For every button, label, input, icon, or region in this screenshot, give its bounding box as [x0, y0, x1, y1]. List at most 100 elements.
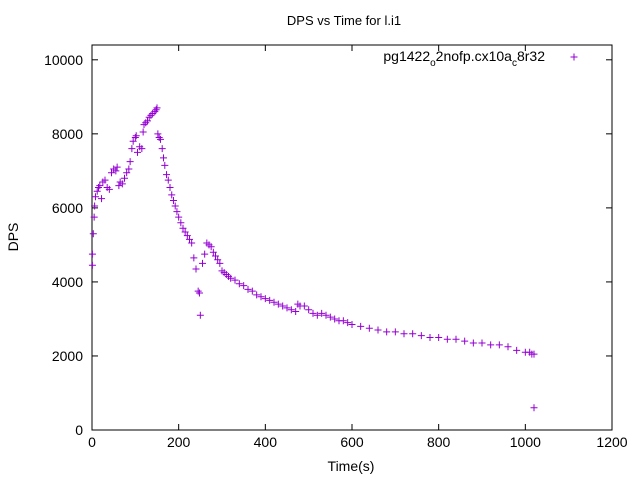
data-point [253, 291, 261, 299]
x-tick-label: 0 [88, 434, 96, 450]
data-point [126, 158, 134, 166]
y-tick-label: 4000 [52, 274, 83, 290]
data-point [164, 176, 172, 184]
data-point [91, 202, 99, 210]
data-point [300, 302, 308, 310]
data-point [322, 311, 330, 319]
data-point [166, 184, 174, 192]
data-point [140, 121, 148, 129]
data-point [168, 191, 176, 199]
data-point [495, 341, 503, 349]
data-point [152, 106, 160, 114]
data-point [365, 324, 373, 332]
data-point [101, 176, 109, 184]
y-axis-label: DPS [5, 223, 21, 252]
data-point [207, 243, 215, 251]
y-tick-label: 8000 [52, 126, 83, 142]
data-point [201, 250, 209, 258]
data-point [154, 130, 162, 138]
legend-text-mid: 2nofp.cx10a [436, 48, 512, 64]
data-point [313, 311, 321, 319]
data-point [214, 256, 222, 264]
data-point [283, 304, 291, 312]
data-point [169, 196, 177, 204]
data-point [95, 184, 102, 192]
legend-label: pg1422o2nofp.cx10ac8r32 [383, 48, 545, 69]
x-tick-label: 600 [340, 434, 364, 450]
data-point [108, 169, 115, 177]
legend-text-sub2: c [512, 58, 517, 69]
data-point [209, 248, 217, 256]
legend-marker-symbol [570, 53, 578, 61]
y-tick-label: 6000 [52, 200, 83, 216]
data-point [194, 287, 202, 295]
data-point [287, 306, 295, 314]
data-point [478, 339, 486, 347]
y-tick-label: 2000 [52, 348, 83, 364]
legend-text-base: pg1422 [383, 48, 430, 64]
data-point [175, 213, 183, 221]
data-point [231, 276, 239, 284]
data-point [487, 341, 495, 349]
y-tick-label: 10000 [44, 52, 83, 68]
data-point [91, 193, 99, 201]
data-point [435, 333, 443, 341]
data-point [145, 113, 153, 121]
data-point [199, 259, 206, 267]
data-point [190, 254, 198, 262]
data-point [266, 296, 274, 304]
data-point [188, 239, 196, 247]
x-tick-label: 200 [167, 434, 191, 450]
data-point [129, 137, 137, 145]
data-point [173, 208, 181, 216]
data-point [318, 309, 326, 317]
data-point [513, 346, 521, 354]
data-point [132, 132, 140, 140]
x-tick-label: 1200 [596, 434, 627, 450]
data-point [216, 259, 224, 267]
data-point [248, 287, 256, 295]
data-point [309, 309, 317, 317]
data-point [452, 335, 460, 343]
data-point [409, 330, 417, 338]
data-point [530, 350, 538, 358]
data-point [192, 265, 200, 273]
data-point [331, 315, 339, 323]
data-point [196, 311, 204, 319]
data-point [125, 165, 133, 173]
legend-text-end: 8r32 [517, 48, 545, 64]
data-point [339, 317, 347, 325]
data-point [400, 330, 408, 338]
x-axis-label: Time(s) [328, 458, 375, 474]
data-point [98, 195, 106, 203]
data-point [112, 167, 120, 175]
data-point [348, 320, 356, 328]
x-tick-label: 400 [254, 434, 278, 450]
data-point [426, 333, 434, 341]
legend-marker [570, 53, 578, 61]
data-point [121, 174, 128, 182]
data-point [118, 180, 126, 188]
data-point [443, 335, 451, 343]
data-point [212, 252, 219, 260]
data-point [88, 261, 96, 269]
plot-frame [91, 44, 613, 431]
data-point [179, 224, 187, 232]
data-point [183, 232, 191, 240]
data-point [279, 302, 287, 310]
legend-text-sub1: o [430, 58, 436, 69]
data-point [128, 145, 136, 153]
data-point [153, 104, 161, 112]
data-point [186, 235, 193, 243]
data-point [227, 274, 235, 282]
data-point [195, 289, 203, 297]
chart-title: DPS vs Time for l.i1 [287, 13, 401, 28]
data-point [417, 332, 425, 340]
data-point [292, 308, 300, 316]
data-point [155, 134, 163, 142]
data-point [504, 343, 512, 351]
data-point [461, 337, 469, 345]
data-point [177, 219, 185, 227]
data-point [357, 322, 365, 330]
